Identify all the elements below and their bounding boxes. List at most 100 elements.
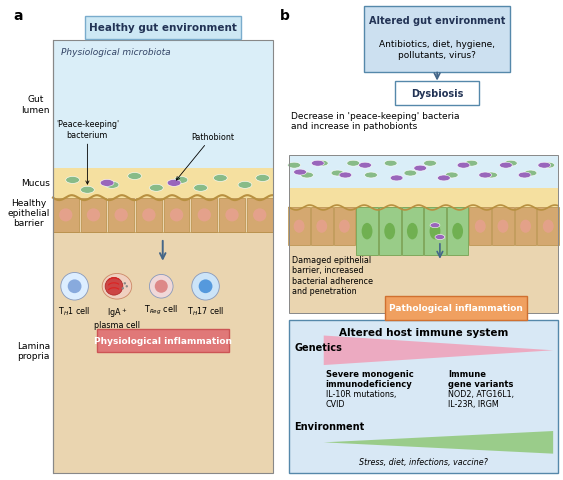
Polygon shape	[324, 431, 553, 454]
Circle shape	[149, 275, 173, 299]
Ellipse shape	[301, 173, 314, 179]
Ellipse shape	[498, 220, 508, 233]
Ellipse shape	[213, 175, 227, 182]
Text: Damaged epithelial
barrier, increased
bacterial adherence
and penetration: Damaged epithelial barrier, increased ba…	[292, 255, 373, 295]
Ellipse shape	[457, 163, 470, 169]
Ellipse shape	[256, 175, 270, 182]
Text: Lamina
propria: Lamina propria	[17, 341, 50, 360]
Text: Immune
gene variants: Immune gene variants	[448, 369, 513, 389]
Bar	[53, 198, 272, 473]
Ellipse shape	[294, 220, 305, 233]
Ellipse shape	[339, 220, 350, 233]
Circle shape	[192, 273, 220, 300]
Ellipse shape	[407, 223, 418, 240]
Ellipse shape	[253, 209, 266, 222]
FancyBboxPatch shape	[85, 17, 240, 39]
Text: Pathobiont: Pathobiont	[176, 132, 234, 180]
Ellipse shape	[81, 187, 94, 194]
Circle shape	[68, 280, 82, 294]
Text: Pathological inflammation: Pathological inflammation	[389, 304, 523, 313]
Text: Physiological microbiota: Physiological microbiota	[61, 48, 171, 57]
Bar	[289, 156, 558, 189]
Text: T$_H$1 cell: T$_H$1 cell	[59, 305, 91, 318]
Bar	[108, 198, 134, 233]
Ellipse shape	[105, 182, 119, 189]
Text: IgA$^+$
plasma cell: IgA$^+$ plasma cell	[94, 305, 140, 329]
Ellipse shape	[66, 177, 79, 184]
Ellipse shape	[504, 161, 517, 167]
Text: Altered gut environment: Altered gut environment	[369, 16, 506, 26]
Text: Antibiotics, diet, hygiene,
pollutants, virus?: Antibiotics, diet, hygiene, pollutants, …	[379, 40, 495, 60]
Ellipse shape	[385, 161, 397, 167]
Bar	[53, 41, 272, 169]
Text: Decrease in 'peace-keeping' bacteria
and increase in pathobionts: Decrease in 'peace-keeping' bacteria and…	[291, 112, 460, 131]
Ellipse shape	[404, 171, 417, 177]
Bar	[219, 198, 245, 233]
Ellipse shape	[174, 177, 188, 184]
Ellipse shape	[170, 209, 183, 222]
Ellipse shape	[128, 173, 141, 180]
Ellipse shape	[225, 209, 239, 222]
Bar	[53, 41, 272, 473]
Ellipse shape	[485, 173, 498, 179]
Ellipse shape	[518, 173, 531, 179]
Bar	[191, 198, 217, 233]
Ellipse shape	[102, 274, 132, 300]
FancyBboxPatch shape	[364, 7, 511, 72]
Bar	[333, 208, 355, 245]
Bar	[289, 208, 558, 313]
Circle shape	[155, 280, 168, 293]
Ellipse shape	[437, 176, 450, 181]
Ellipse shape	[87, 209, 100, 222]
Ellipse shape	[424, 161, 436, 167]
Bar	[356, 208, 378, 255]
Bar	[81, 198, 106, 233]
Bar	[470, 208, 491, 245]
Text: Severe monogenic
immunodeficiency: Severe monogenic immunodeficiency	[325, 369, 413, 389]
Ellipse shape	[198, 209, 211, 222]
Ellipse shape	[105, 278, 123, 296]
Circle shape	[126, 286, 128, 288]
Ellipse shape	[288, 163, 301, 169]
Ellipse shape	[194, 185, 208, 192]
Text: T$_{Reg}$ cell: T$_{Reg}$ cell	[144, 303, 178, 316]
Bar	[311, 208, 333, 245]
Ellipse shape	[414, 166, 427, 172]
Text: Gut
lumen: Gut lumen	[21, 95, 50, 115]
Ellipse shape	[311, 161, 324, 167]
Ellipse shape	[361, 223, 373, 240]
FancyBboxPatch shape	[97, 329, 229, 352]
Text: a: a	[14, 9, 23, 23]
Text: 'Peace-keeping'
bacterium: 'Peace-keeping' bacterium	[56, 120, 119, 185]
Ellipse shape	[452, 223, 463, 240]
Bar	[289, 189, 558, 208]
Circle shape	[124, 283, 126, 285]
Bar	[492, 208, 514, 245]
Bar	[289, 320, 558, 473]
Bar	[164, 198, 189, 233]
Bar	[447, 208, 468, 255]
Ellipse shape	[59, 209, 73, 222]
Ellipse shape	[331, 171, 344, 177]
Bar	[247, 198, 272, 233]
Text: NOD2, ATG16L1,
IL-23R, IRGM: NOD2, ATG16L1, IL-23R, IRGM	[448, 389, 514, 408]
Text: IL-10R mutations,
CVID: IL-10R mutations, CVID	[325, 389, 396, 408]
Ellipse shape	[542, 163, 555, 169]
Circle shape	[61, 273, 88, 300]
Ellipse shape	[365, 173, 377, 179]
Text: T$_H$17 cell: T$_H$17 cell	[187, 305, 224, 318]
Bar	[136, 198, 162, 233]
Bar	[289, 156, 558, 313]
Text: Stress, diet, infections, vaccine?: Stress, diet, infections, vaccine?	[359, 456, 488, 466]
Text: Mucus: Mucus	[21, 179, 50, 188]
FancyBboxPatch shape	[385, 297, 527, 320]
Ellipse shape	[479, 173, 491, 179]
Ellipse shape	[114, 209, 128, 222]
Ellipse shape	[430, 223, 440, 228]
Text: Physiological inflammation: Physiological inflammation	[93, 336, 232, 345]
Ellipse shape	[524, 171, 537, 177]
Ellipse shape	[142, 209, 155, 222]
Text: Altered host immune system: Altered host immune system	[339, 327, 508, 337]
Ellipse shape	[475, 220, 486, 233]
Polygon shape	[324, 336, 553, 365]
